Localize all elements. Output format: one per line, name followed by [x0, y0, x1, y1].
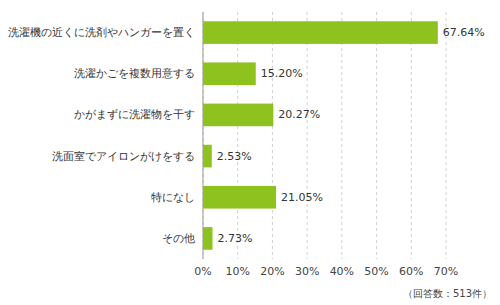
grid-line	[341, 12, 342, 259]
tick-label: 20%	[260, 265, 284, 278]
data-label: 20.27%	[278, 108, 320, 121]
category-label: 洗面室でアイロンがけをする	[52, 150, 195, 163]
category-label: 洗濯かごを複数用意する	[74, 67, 195, 80]
bar	[203, 227, 212, 250]
bar	[203, 21, 438, 44]
grid-line	[446, 12, 447, 259]
grid-line	[237, 12, 238, 259]
grid-line	[411, 12, 412, 259]
category-label: 特になし	[151, 191, 195, 204]
labels: その他 2.73% 特になし 21.05% 洗面室でアイロンがけをする 2.53% かがまず…	[8, 26, 485, 245]
data-label: 15.20%	[261, 67, 303, 80]
category-label: 洗濯機の近くに洗剤やハンガーを置く	[8, 26, 195, 39]
tick-label: 10%	[225, 265, 249, 278]
data-label: 21.05%	[281, 191, 323, 204]
tick-label: 60%	[399, 265, 423, 278]
tick-label: 40%	[330, 265, 354, 278]
tick-label: 50%	[364, 265, 388, 278]
bar	[203, 186, 276, 209]
tick-label: 30%	[295, 265, 319, 278]
data-label: 2.53%	[217, 150, 252, 163]
bars	[203, 21, 438, 249]
grid-line	[376, 12, 377, 259]
tick-label: 0%	[194, 265, 211, 278]
note: （回答数：513件）	[403, 288, 492, 299]
chart: 0% 10% 20% 30% 40% 50% 60% 70% その他 2.73% 特になし 21.05…	[0, 0, 500, 305]
grid	[203, 12, 446, 259]
y-axis-line	[203, 12, 204, 259]
category-label: その他	[162, 232, 195, 245]
x-ticks: 0% 10% 20% 30% 40% 50% 60% 70%	[194, 265, 458, 278]
grid-line	[272, 12, 273, 259]
grid-line	[307, 12, 308, 259]
tick-label: 70%	[434, 265, 458, 278]
data-label: 2.73%	[217, 232, 252, 245]
grid-line	[203, 12, 204, 259]
bar	[203, 145, 212, 168]
category-label: かがまずに洗濯物を干す	[74, 108, 195, 121]
data-label: 67.64%	[443, 26, 485, 39]
bar	[203, 104, 273, 127]
bar	[203, 62, 256, 85]
